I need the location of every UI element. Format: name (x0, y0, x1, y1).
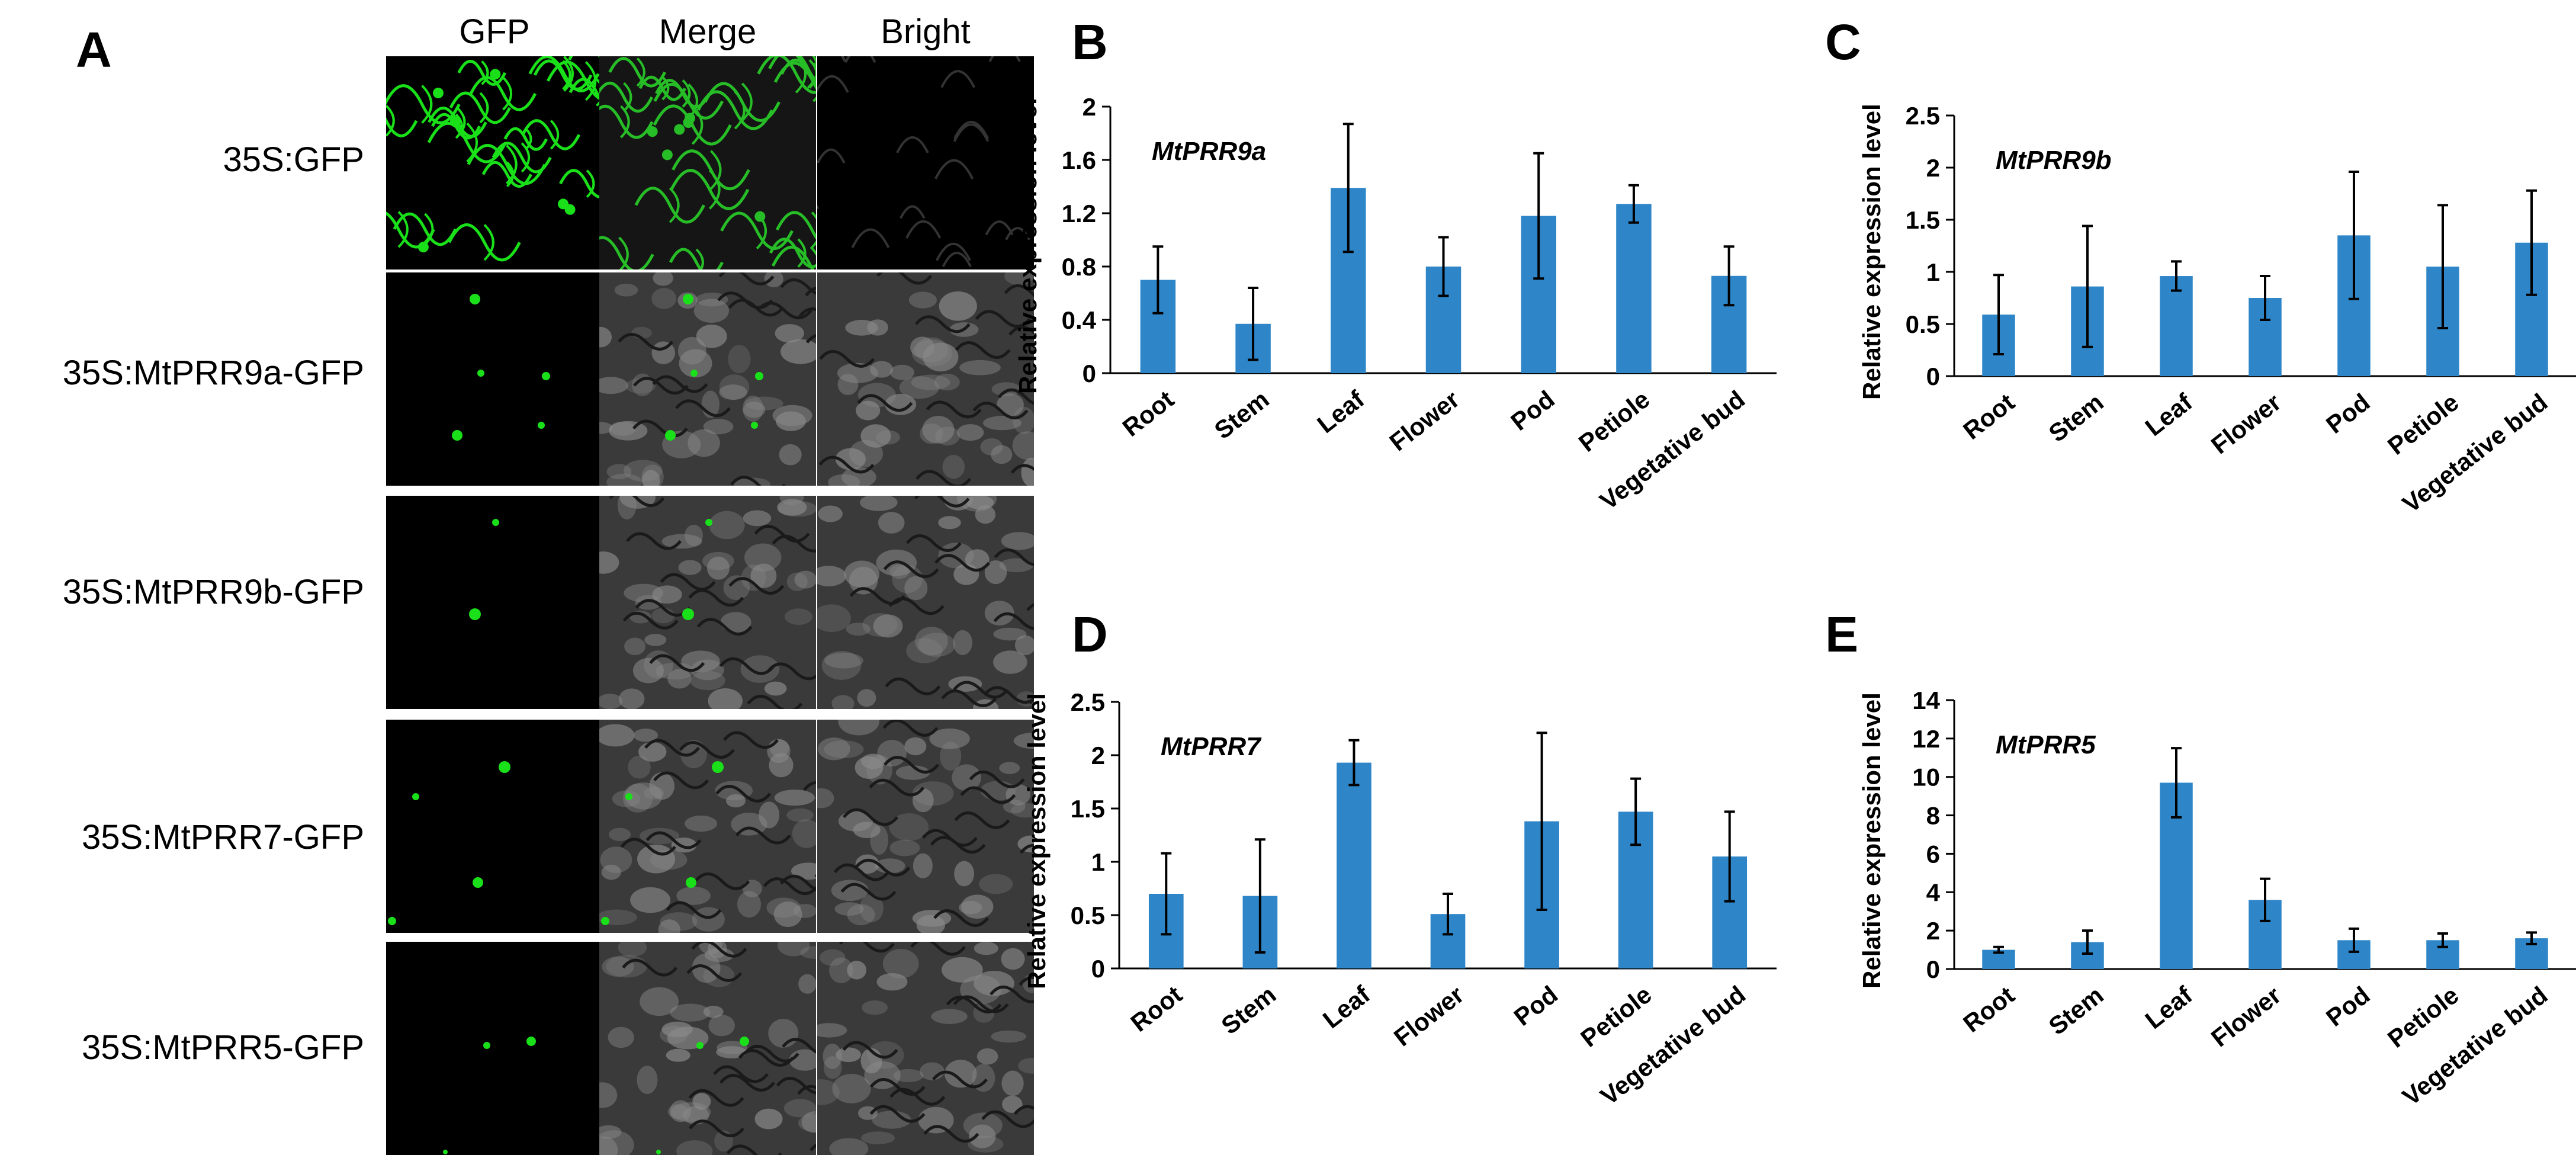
row-label-35s-mtprr7-gfp: 35S:MtPRR7-GFP (82, 818, 364, 856)
chart-d-panel-letter: D (1072, 607, 1108, 662)
chart-c-title: MtPRR9b (1996, 146, 2112, 175)
chart-c-category-label: Root (1958, 388, 2019, 445)
chart-c-category-label: Vegetative bud (2397, 388, 2553, 518)
chart-b-panel-letter: B (1072, 14, 1108, 70)
chart-b-y-tick-label: 1.2 (1062, 200, 1096, 227)
chart-d-y-axis-label: Relative expression level (1023, 693, 1051, 989)
chart-b-y-axis-label: Relative expression level (1014, 98, 1042, 394)
chart-b-y-tick-label: 1.6 (1062, 146, 1096, 174)
chart-d-y-tick-label: 0.5 (1071, 901, 1105, 929)
chart-e-category-label: Pod (2321, 981, 2375, 1032)
chart-c-category-label: Flower (2206, 388, 2286, 459)
micrograph-bright-row-4 (817, 720, 1034, 933)
row-label-35s-gfp: 35S:GFP (223, 140, 364, 179)
chart-c-panel-letter: C (1825, 14, 1861, 70)
chart-e-y-tick-label: 6 (1926, 840, 1940, 868)
chart-e-y-tick-label: 0 (1926, 955, 1940, 983)
chart-e-y-tick-label: 12 (1912, 725, 1940, 753)
micrograph-merge-row-3 (599, 496, 816, 709)
column-header-merge: Merge (659, 12, 757, 51)
chart-e-y-axis-label: Relative expression level (1858, 692, 1886, 989)
micrograph-gfp-row-5 (386, 942, 603, 1155)
chart-c-category-label: Stem (2044, 388, 2109, 447)
chart-e-category-label: Leaf (2140, 980, 2198, 1034)
chart-e-category-label: Petiole (2382, 981, 2463, 1053)
chart-d-y-tick-label: 2.5 (1071, 688, 1105, 716)
chart-e-y-tick-label: 14 (1912, 686, 1940, 714)
chart-e-y-tick-label: 2 (1926, 917, 1940, 945)
chart-e-panel-letter: E (1825, 607, 1858, 662)
chart-d-category-label: Stem (1216, 980, 1281, 1040)
chart-e-y-tick-label: 4 (1926, 878, 1941, 906)
chart-b-category-label: Leaf (1312, 384, 1370, 438)
chart-d-category-label: Flower (1389, 980, 1469, 1051)
chart-c-y-axis-label: Relative expression level (1858, 104, 1886, 400)
chart-b-y-tick-label: 2 (1083, 93, 1096, 121)
chart-b-title: MtPRR9a (1152, 137, 1266, 166)
micrograph-merge-row-5 (599, 942, 816, 1155)
micrograph-gfp-row-4 (386, 720, 603, 933)
chart-e-y-tick-label: 10 (1912, 763, 1940, 791)
chart-c-bar (2160, 276, 2193, 376)
chart-c-category-label: Leaf (2140, 387, 2198, 441)
micrograph-bright-row-3 (817, 496, 1034, 709)
chart-d-y-tick-label: 1.5 (1071, 795, 1105, 823)
micrograph-gfp-row-2 (386, 272, 603, 486)
chart-d-category-label: Petiole (1575, 980, 1656, 1053)
chart-b-category-label: Stem (1209, 385, 1274, 444)
chart-d-bar (1337, 762, 1371, 968)
chart-c-y-tick-label: 1.5 (1906, 206, 1940, 234)
chart-b-category-label: Flower (1384, 385, 1464, 456)
chart-b-y-tick-label: 0.8 (1062, 253, 1096, 281)
micrograph-gfp-row-1 (386, 56, 603, 270)
chart-e-category-label: Stem (2044, 981, 2109, 1040)
chart-c-category-label: Pod (2321, 388, 2375, 439)
micrograph-merge-row-4 (599, 720, 816, 933)
chart-e-category-label: Root (1958, 981, 2019, 1038)
panel-a-letter: A (76, 22, 112, 78)
chart-d-category-label: Root (1126, 980, 1187, 1037)
chart-c-category-label: Petiole (2382, 388, 2463, 460)
chart-c-y-tick-label: 0.5 (1906, 310, 1940, 338)
chart-b-category-label: Pod (1505, 385, 1559, 436)
chart-b-category-label: Petiole (1573, 385, 1655, 457)
chart-e-category-label: Flower (2206, 981, 2286, 1052)
row-label-35s-mtprr9a-gfp: 35S:MtPRR9a-GFP (62, 354, 364, 392)
micrograph-merge-row-1 (599, 56, 816, 270)
chart-d-y-tick-label: 0 (1091, 955, 1105, 983)
chart-d-y-tick-label: 1 (1091, 848, 1105, 876)
row-label-35s-mtprr5-gfp: 35S:MtPRR5-GFP (82, 1028, 364, 1067)
chart-e-title: MtPRR5 (1996, 730, 2096, 759)
column-header-gfp: GFP (459, 12, 530, 51)
chart-e-y-tick-label: 8 (1926, 802, 1940, 830)
chart-d-y-tick-label: 2 (1091, 742, 1105, 769)
micrograph-bright-row-2 (817, 272, 1034, 486)
chart-b-y-tick-label: 0 (1083, 360, 1096, 387)
column-header-bright: Bright (881, 12, 971, 51)
chart-d-category-label: Pod (1509, 980, 1563, 1031)
chart-e-category-label: Vegetative bud (2397, 981, 2553, 1111)
chart-b-category-label: Root (1117, 385, 1179, 442)
chart-b-y-tick-label: 0.4 (1062, 306, 1097, 334)
chart-c-y-tick-label: 2.5 (1906, 102, 1940, 130)
micrograph-gfp-row-3 (386, 496, 603, 709)
chart-b-bar (1616, 204, 1652, 373)
chart-c-y-tick-label: 2 (1926, 154, 1940, 182)
micrograph-bright-row-1 (817, 56, 1034, 270)
chart-c-y-tick-label: 0 (1926, 362, 1940, 390)
row-label-35s-mtprr9b-gfp: 35S:MtPRR9b-GFP (62, 573, 364, 611)
chart-c-y-tick-label: 1 (1926, 258, 1940, 286)
micrograph-merge-row-2 (599, 272, 816, 486)
micrograph-bright-row-5 (817, 942, 1034, 1155)
chart-d-category-label: Leaf (1318, 980, 1376, 1034)
chart-d-title: MtPRR7 (1161, 732, 1262, 761)
